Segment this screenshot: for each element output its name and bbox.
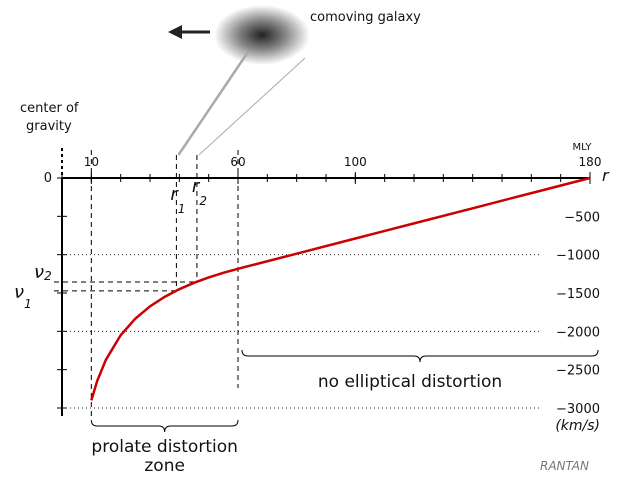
v-sub: 2: [44, 269, 52, 283]
logo: RANTAN: [540, 459, 589, 473]
v-sub: 1: [24, 297, 32, 311]
curve: [90, 176, 591, 401]
r-name: r: [170, 184, 179, 205]
r-label: r2: [192, 176, 207, 208]
zone-label: no elliptical distortion: [318, 372, 502, 392]
y-tick-label: −3000: [556, 402, 600, 417]
y-unit: (km/s): [555, 418, 600, 434]
zone-label: zone: [144, 456, 185, 476]
r-label: r1: [170, 184, 185, 216]
v-label: ν2: [34, 262, 52, 283]
center-label: center of: [20, 101, 79, 116]
zone-label: prolate distortion: [91, 437, 237, 457]
y-tick-label: −2500: [556, 364, 600, 379]
x-tick-label: 180: [579, 155, 602, 169]
v-label: ν1: [14, 282, 32, 311]
y-tick-label: −1000: [556, 249, 600, 264]
v-name: ν: [14, 282, 24, 303]
sight-line: [177, 51, 250, 156]
x-label: r: [602, 166, 610, 185]
galaxy-label: comoving galaxy: [310, 10, 421, 25]
y-tick-label: −2000: [556, 325, 600, 340]
y-tick-label: −500: [564, 210, 600, 225]
r-name: r: [192, 176, 201, 197]
bracket: [241, 349, 599, 363]
y-tick-label: −1500: [556, 287, 600, 302]
arrow-head: [168, 25, 182, 39]
sight-line: [198, 57, 306, 156]
v-name: ν: [34, 262, 44, 283]
bracket: [90, 419, 239, 433]
r-sub: 2: [199, 194, 207, 208]
center-label: gravity: [26, 119, 72, 134]
x-unit: MLY: [573, 142, 593, 153]
y-tick-label: 0: [44, 171, 52, 186]
galaxy: [214, 5, 310, 65]
r-sub: 1: [178, 202, 186, 216]
x-tick-label: 100: [344, 155, 367, 169]
